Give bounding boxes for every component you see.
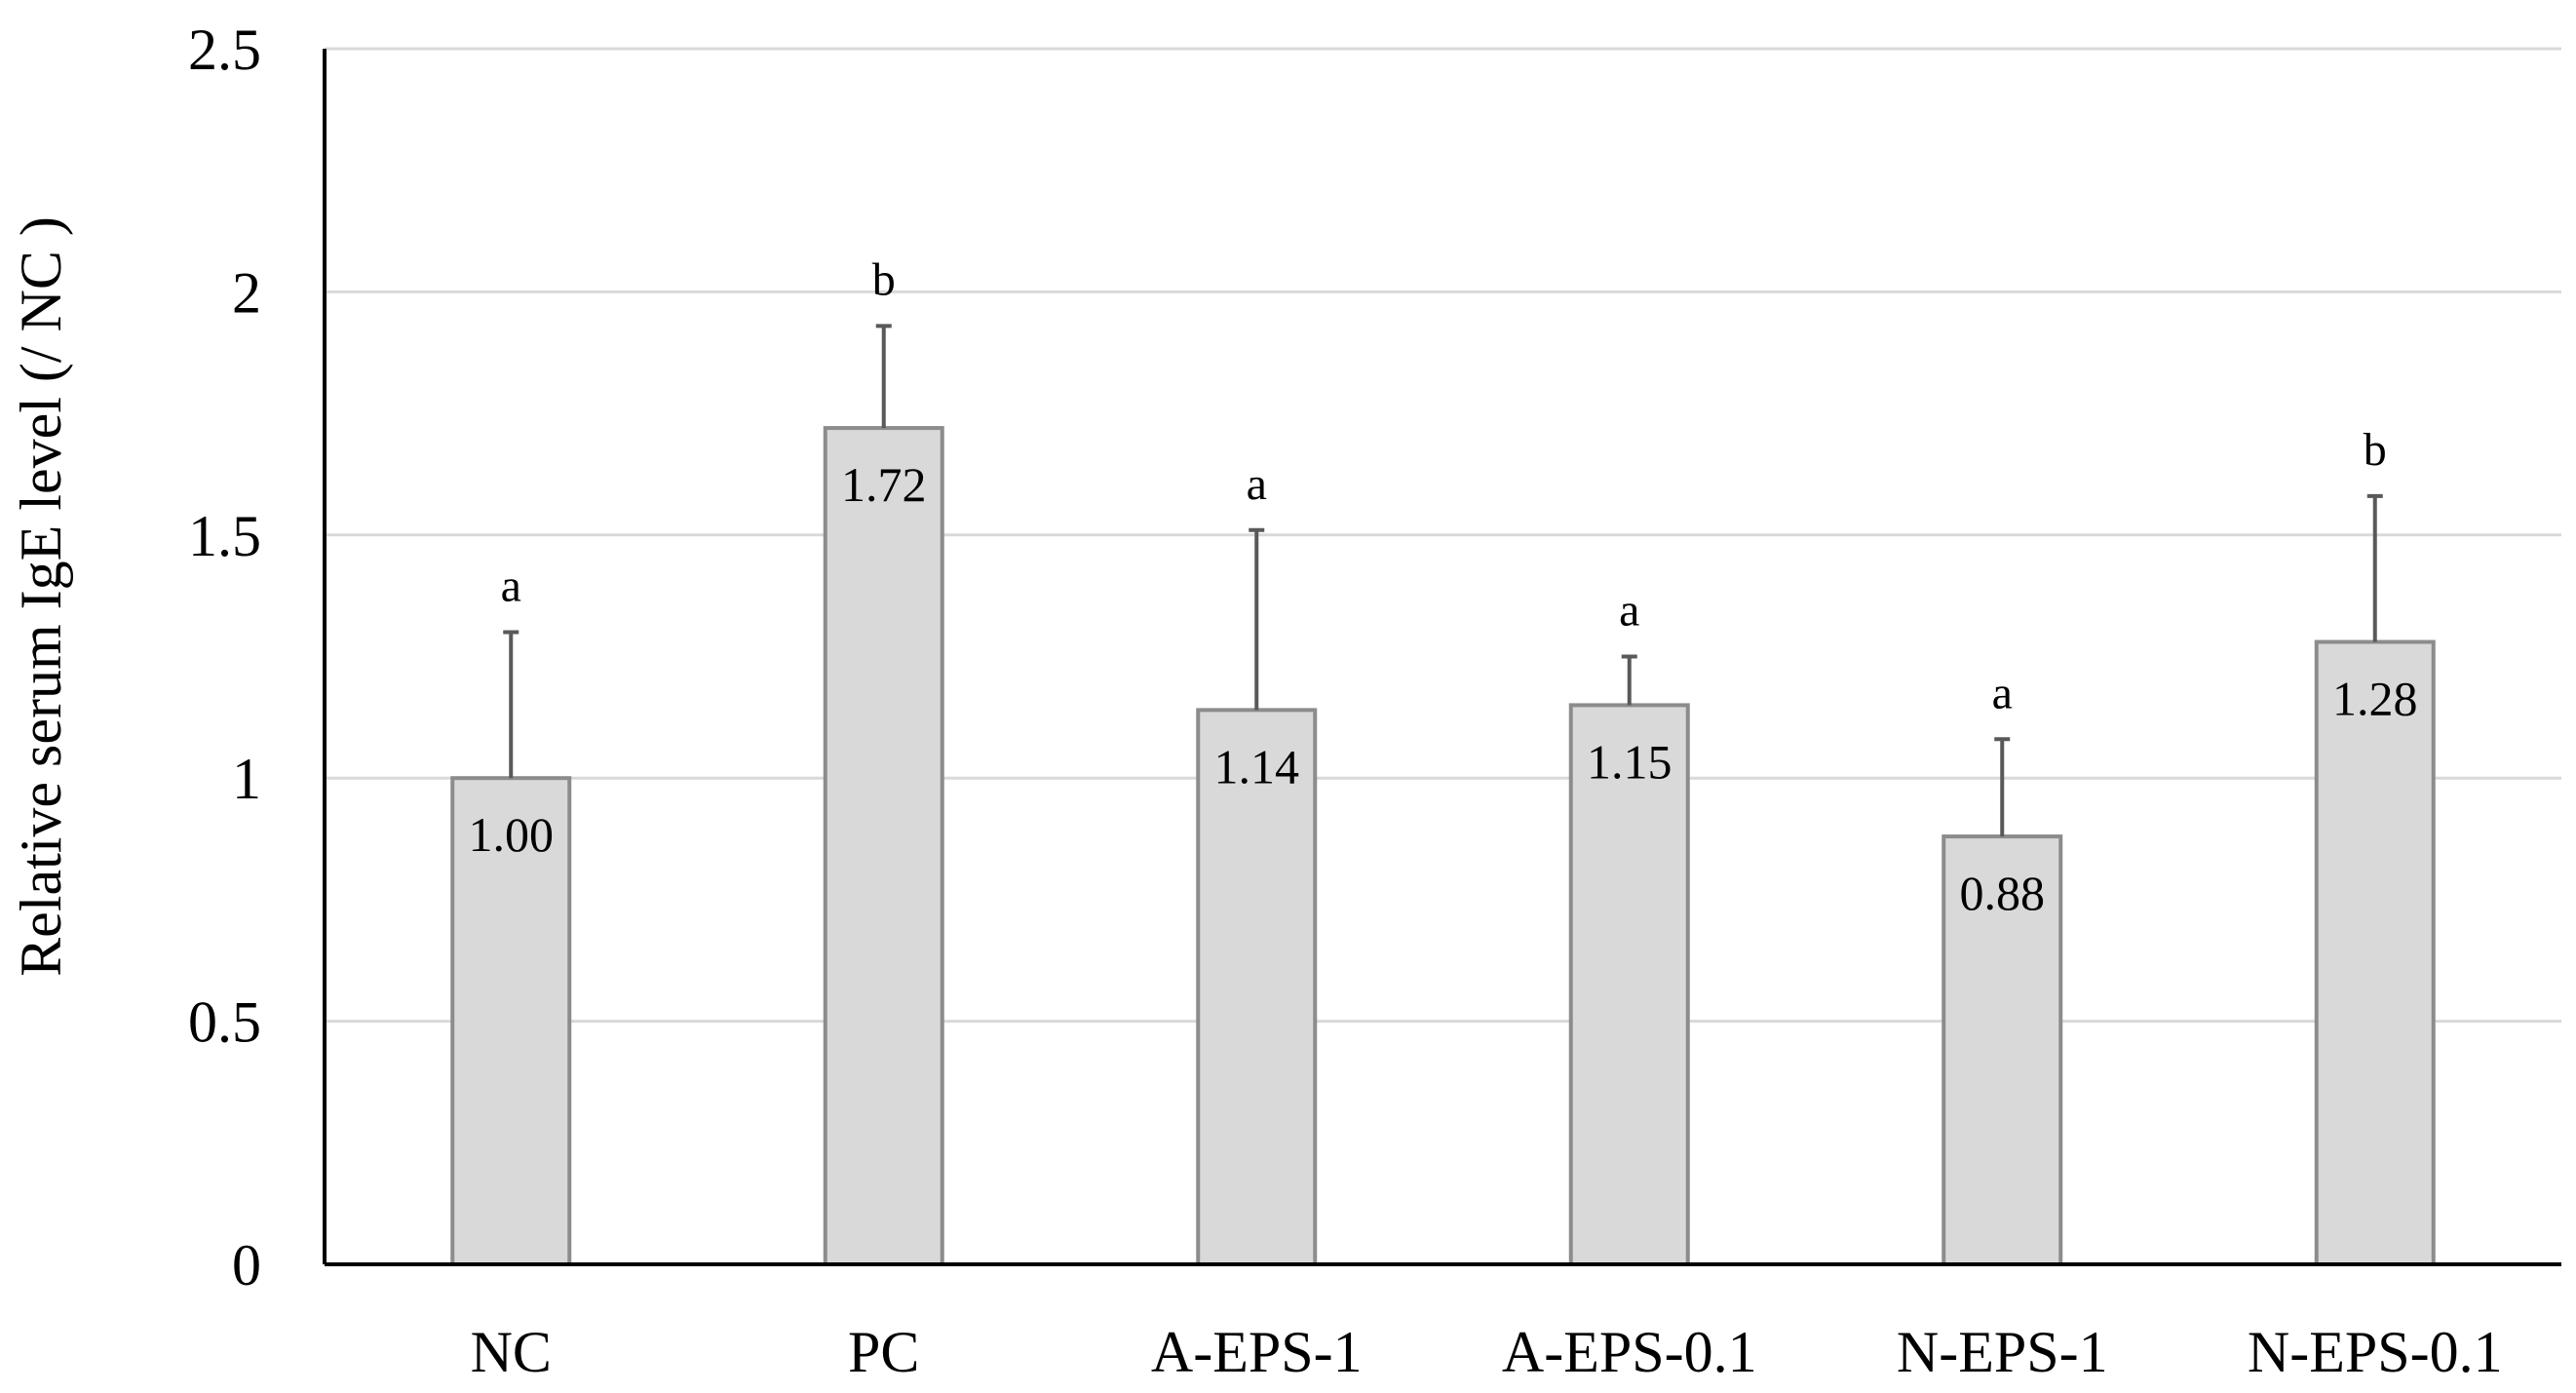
y-tick-label: 2	[232, 260, 261, 325]
labels: 0 0.5 1 1.5 2 2.5 1.00 a NC 1.72 b PC 1.14 a A-EPS-1 1.…	[188, 18, 2503, 1384]
value-label: 1.15	[1587, 734, 1672, 789]
value-label: 0.88	[1960, 866, 2046, 920]
value-label: 1.72	[841, 457, 927, 512]
x-tick-label: NC	[471, 1320, 552, 1384]
value-label: 1.00	[469, 807, 555, 862]
significance-letter: a	[1619, 585, 1639, 637]
significance-letter: a	[1992, 667, 2013, 718]
gridlines	[325, 47, 2561, 1024]
y-tick-label: 0.5	[188, 990, 261, 1055]
value-label: 1.28	[2332, 672, 2418, 726]
bars	[450, 426, 2436, 1267]
error-bars	[503, 324, 2383, 837]
y-tick-label: 2.5	[188, 18, 261, 82]
bar	[2314, 639, 2436, 1266]
significance-letter: a	[501, 561, 521, 612]
x-tick-label: N-EPS-1	[1897, 1320, 2108, 1384]
x-tick-label: A-EPS-0.1	[1502, 1320, 1757, 1384]
significance-letter: b	[2364, 424, 2387, 476]
significance-letter: b	[872, 253, 896, 305]
bar	[450, 776, 572, 1266]
x-tick-label: PC	[848, 1320, 919, 1384]
bar	[823, 426, 944, 1266]
x-tick-label: N-EPS-0.1	[2248, 1320, 2503, 1384]
y-tick-label: 1	[232, 747, 261, 811]
x-tick-label: A-EPS-1	[1151, 1320, 1363, 1384]
y-tick-label: 0	[232, 1233, 261, 1297]
value-label: 1.14	[1214, 739, 1300, 793]
bar	[1568, 703, 1690, 1266]
y-axis-title: Relative serum IgE level (/ NC )	[9, 216, 73, 977]
significance-letter: a	[1247, 458, 1267, 510]
axes	[323, 49, 2561, 1266]
y-tick-label: 1.5	[188, 504, 261, 568]
